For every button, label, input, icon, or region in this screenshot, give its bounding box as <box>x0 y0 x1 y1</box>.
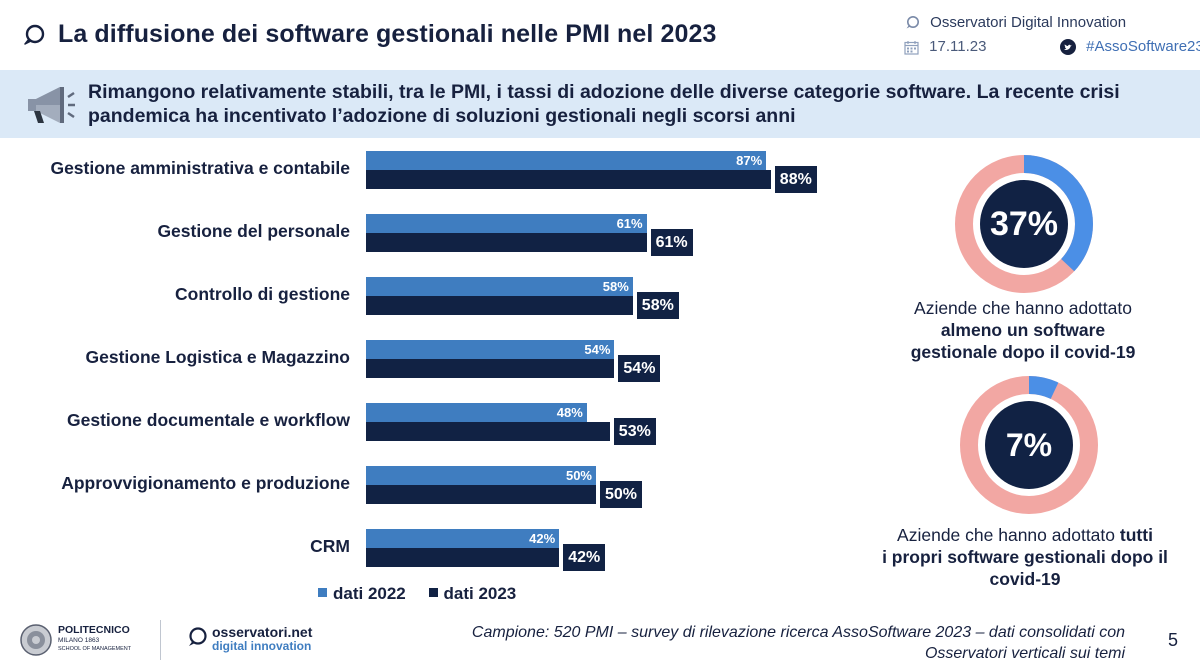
bar-2023-value-label: 58% <box>636 292 679 319</box>
chat-bubble-icon <box>906 16 919 29</box>
osservatori-name: osservatori.net <box>212 624 313 640</box>
bar-2022: 87% <box>366 151 767 170</box>
category-label: Gestione Logistica e Magazzino <box>85 347 351 367</box>
donut-share-arc <box>955 155 1093 293</box>
legend-label-2022: dati 2022 <box>333 584 406 603</box>
hashtag: #AssoSoftware23 <box>1086 38 1200 55</box>
adoption-bar-chart: Gestione amministrativa e contabile 87% 88… <box>0 140 880 580</box>
category-label: Gestione del personale <box>157 221 350 241</box>
donut-center <box>980 180 1068 268</box>
bar-2023-value-label: 50% <box>600 481 643 508</box>
chat-bubble-icon <box>189 627 207 646</box>
bar-2022-value-label: 87% <box>736 153 763 168</box>
bar-2023 <box>366 233 647 252</box>
event-date: 17.11.23 <box>929 38 987 55</box>
bar-2023 <box>366 296 633 315</box>
bar-2022: 42% <box>366 529 560 548</box>
donut-caption-2: Aziende che hanno adottato tutti i propr… <box>850 524 1200 590</box>
page-number: 5 <box>1168 630 1179 650</box>
bar-2022-value-label: 61% <box>616 216 643 231</box>
bar-2023 <box>366 170 771 189</box>
legend-item-2023: dati 2023 <box>428 584 517 603</box>
bar-2022-value-label: 48% <box>556 405 583 420</box>
megaphone-icon <box>28 87 75 123</box>
bar-2022-value-label: 54% <box>584 342 611 357</box>
bar-2023 <box>366 548 560 567</box>
sample-note: Campione: 520 PMI – survey di rilevazion… <box>471 624 1125 662</box>
donut-center <box>985 401 1073 489</box>
legend-swatch-2023 <box>428 588 438 597</box>
caption-bold: tutti <box>1119 525 1153 545</box>
bar-2023-value-label: 61% <box>650 229 693 256</box>
category-label: Gestione amministrativa e contabile <box>50 158 350 178</box>
caption-text: Aziende che hanno adottato <box>897 525 1116 545</box>
donut-caption-1: Aziende che hanno adottato almeno un sof… <box>868 297 1178 363</box>
category-label: Gestione documentale e workflow <box>67 410 350 430</box>
politecnico-school: SCHOOL OF MANAGEMENT <box>58 646 132 652</box>
donut-share-arc <box>960 376 1098 514</box>
legend-item-2022: dati 2022 <box>318 584 406 603</box>
org-line: Osservatori Digital Innovation <box>904 14 1126 31</box>
calendar-icon <box>904 40 919 55</box>
bar-2022: 58% <box>366 277 633 296</box>
bar-2023-value-label: 42% <box>563 544 606 571</box>
donut-chart-covid-almeno-uno: 37% <box>955 155 1093 293</box>
donut-chart-covid-tutti: 7% <box>960 376 1098 514</box>
university-seal-icon <box>20 624 52 656</box>
bar-2022-value-label: 42% <box>529 531 556 546</box>
category-label: Approvvigionamento e produzione <box>61 473 350 493</box>
key-message-banner: Rimangono relativamente stabili, tra le … <box>0 70 1200 138</box>
bar-2023 <box>366 485 596 504</box>
politecnico-name: POLITECNICO <box>58 624 130 636</box>
chart-legend: dati 2022 dati 2023 <box>318 584 534 604</box>
twitter-icon <box>1060 39 1076 56</box>
hashtag-line[interactable]: #AssoSoftware23 <box>1060 38 1200 56</box>
donut-value: 37% <box>989 205 1059 243</box>
donut-ring <box>955 155 1093 293</box>
legend-swatch-2022 <box>318 588 327 597</box>
bar-2023 <box>366 359 615 378</box>
bar-2022: 50% <box>366 466 596 485</box>
bar-2022-value-label: 58% <box>602 279 629 294</box>
donut-value: 7% <box>1005 427 1053 463</box>
bar-2022: 54% <box>366 340 615 359</box>
bar-2023-value-label: 54% <box>618 355 661 382</box>
bar-2023-value-label: 88% <box>774 166 817 193</box>
bar-2023-value-label: 53% <box>613 418 656 445</box>
bar-2022: 48% <box>366 403 587 422</box>
bar-2022: 61% <box>366 214 647 233</box>
banner-text: Rimangono relativamente stabili, tra le … <box>88 81 1120 127</box>
bar-2023 <box>366 422 610 441</box>
caption-bold: i propri software gestionali dopo il cov… <box>882 547 1168 589</box>
donut-ring <box>960 376 1098 514</box>
category-label: Controllo di gestione <box>175 284 350 304</box>
osservatori-tagline: digital innovation <box>212 639 312 653</box>
caption-bold: almeno un software gestionale dopo il co… <box>910 320 1136 362</box>
org-name: Osservatori Digital Innovation <box>930 14 1127 31</box>
politecnico-city: MILANO 1863 <box>58 637 100 644</box>
caption-text: Aziende che hanno adottato <box>914 298 1132 318</box>
category-label: CRM <box>310 536 350 556</box>
footer-divider <box>160 620 161 660</box>
bar-2022-value-label: 50% <box>565 468 592 483</box>
page-title: La diffusione dei software gestionali ne… <box>58 20 717 48</box>
header: La diffusione dei software gestionali ne… <box>0 0 1200 70</box>
chat-bubble-icon <box>24 24 45 45</box>
legend-label-2023: dati 2023 <box>443 584 517 603</box>
date-line: 17.11.23 <box>904 38 986 55</box>
